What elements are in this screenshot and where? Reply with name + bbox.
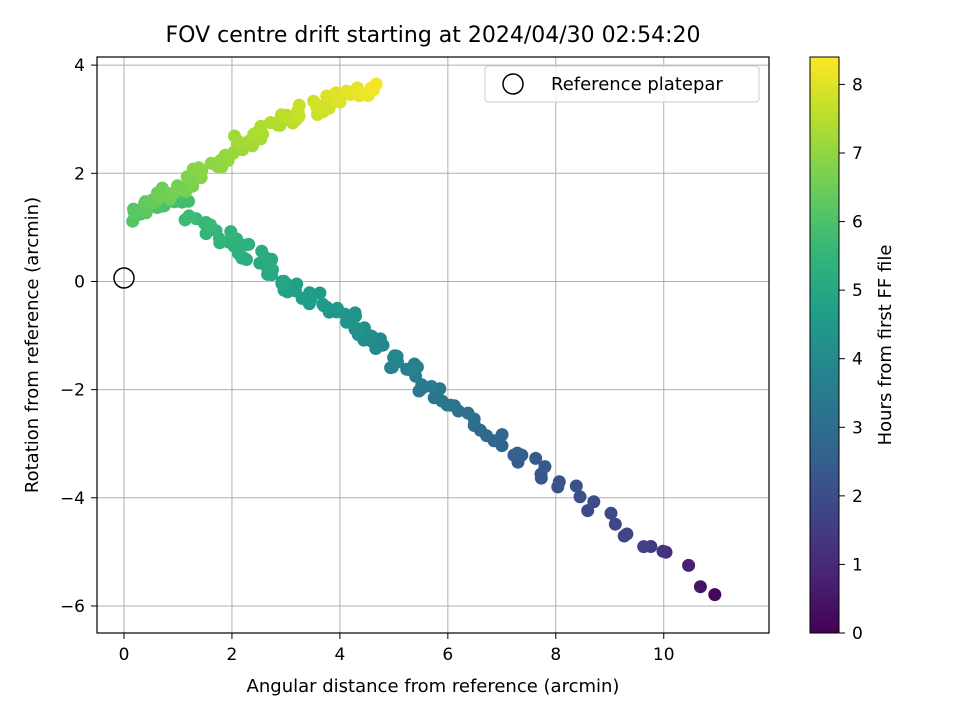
x-tick-label: 10 (653, 645, 675, 665)
scatter-point (339, 84, 353, 98)
legend: Reference platepar (484, 65, 760, 103)
scatter-point (292, 109, 306, 123)
scatter-point (573, 490, 587, 504)
y-tick-label: 4 (74, 56, 85, 76)
scatter-point (656, 544, 670, 558)
colorbar-tick-label: 0 (852, 624, 863, 644)
colorbar-tick-label: 4 (852, 350, 863, 370)
scatter-point (369, 77, 383, 91)
scatter-point (587, 495, 601, 509)
scatter-point (255, 244, 269, 258)
x-tick-label: 2 (227, 645, 238, 665)
scatter-point (213, 232, 226, 246)
x-axis-ticks: 0 2 4 6 8 10 (119, 633, 675, 665)
colorbar-ticks: 0 1 2 3 4 5 6 7 8 (839, 75, 863, 644)
scatter-point (232, 135, 246, 149)
scatter-point (275, 277, 289, 290)
scatter-point (569, 479, 583, 493)
scatter-point (637, 540, 651, 554)
scatter-point (604, 506, 618, 520)
scatter-point (168, 185, 182, 199)
y-tick-label: 0 (74, 272, 85, 292)
legend-marker-icon (502, 73, 524, 95)
scatter-point (330, 301, 344, 315)
scatter-point (693, 580, 707, 594)
scatter-point (310, 100, 324, 114)
x-tick-label: 6 (442, 645, 453, 665)
colorbar-tick-label: 7 (852, 144, 863, 164)
scatter-point (329, 86, 343, 100)
y-tick-label: −6 (60, 597, 85, 617)
scatter-point (617, 529, 631, 543)
y-tick-label: −4 (60, 489, 85, 509)
scatter-point (313, 286, 327, 300)
scatter-point (316, 297, 330, 311)
scatter-point (263, 260, 277, 273)
legend-box (484, 65, 760, 103)
x-axis-label: Angular distance from reference (arcmin) (247, 676, 620, 697)
scatter-point (425, 380, 438, 393)
plot-frame (96, 56, 770, 634)
colorbar-label: Hours from first FF file (875, 245, 896, 446)
scatter-point (402, 363, 416, 376)
colorbar-tick-label: 3 (852, 418, 863, 438)
scatter-point (388, 349, 402, 363)
legend-label: Reference platepar (551, 74, 723, 95)
scatter-point (127, 206, 141, 220)
reference-point-marker (113, 267, 135, 289)
scatter-point (290, 277, 304, 291)
scatter-point (510, 446, 524, 460)
colorbar-tick-label: 2 (852, 487, 863, 507)
colorbar (809, 56, 840, 634)
colorbar-tick-label: 8 (852, 75, 863, 95)
y-tick-label: 2 (74, 164, 85, 184)
scatter-point (538, 460, 552, 474)
scatter-point (292, 98, 306, 112)
x-tick-label: 0 (119, 645, 130, 665)
y-axis-label: Rotation from reference (arcmin) (22, 197, 43, 493)
scatter-point (552, 475, 566, 489)
scatter-point (224, 225, 238, 239)
colorbar-tick-label: 5 (852, 281, 863, 301)
scatter-point (682, 558, 696, 572)
data-points (126, 77, 722, 602)
scatter-point (203, 218, 217, 232)
colorbar-tick-label: 6 (852, 213, 863, 233)
y-tick-label: −2 (60, 381, 85, 401)
scatter-point (351, 322, 365, 336)
y-axis-ticks: −6 −4 −2 0 2 4 (60, 56, 97, 617)
scatter-point (182, 209, 196, 223)
colorbar-tick-label: 1 (852, 555, 863, 575)
x-tick-label: 4 (334, 645, 345, 665)
chart-title: FOV centre drift starting at 2024/04/30 … (166, 23, 701, 48)
scatter-point (608, 517, 622, 531)
scatter-point (529, 451, 543, 465)
scatter-point (708, 588, 722, 602)
x-tick-label: 8 (550, 645, 561, 665)
scatter-point (186, 179, 200, 193)
scatter-point (195, 164, 209, 177)
scatter-point (152, 190, 166, 204)
